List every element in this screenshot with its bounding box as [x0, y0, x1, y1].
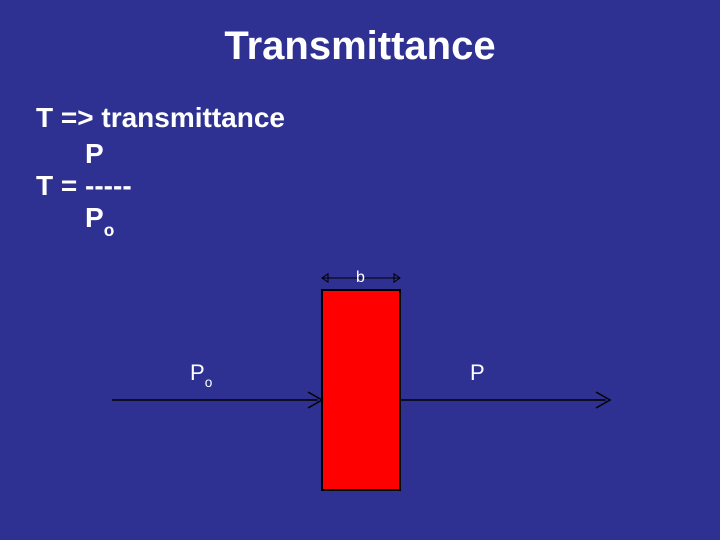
incident-arrow [112, 392, 322, 408]
sample-rect [322, 290, 400, 490]
p-label-base: P [470, 360, 485, 385]
transmitted-arrow [400, 392, 610, 408]
p-label: P [470, 360, 485, 386]
po-label-base: P [190, 360, 205, 385]
po-label: Po [190, 360, 212, 388]
po-label-sub: o [205, 375, 213, 390]
b-label: b [356, 269, 365, 287]
